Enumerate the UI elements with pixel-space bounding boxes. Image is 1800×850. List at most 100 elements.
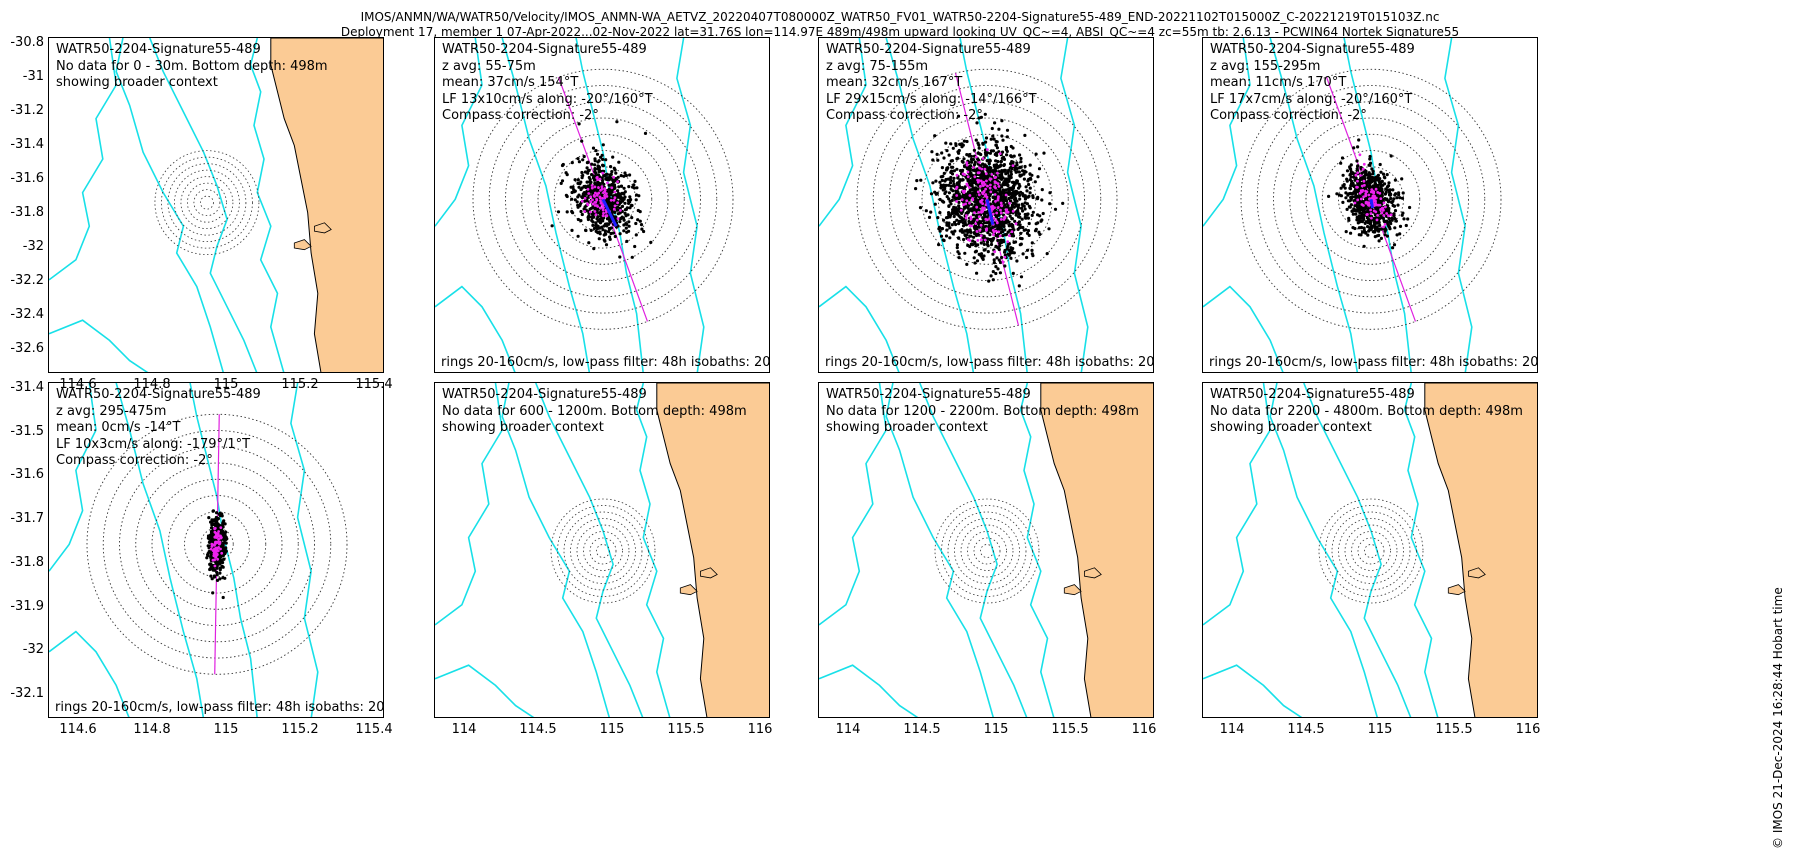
lowpass-point	[998, 152, 1002, 155]
scatter-point	[634, 198, 638, 202]
annotation-line: No data for 2200 - 4800m. Bottom depth: …	[1210, 403, 1523, 419]
scatter-point	[950, 223, 954, 227]
scatter-point	[947, 197, 951, 201]
scatter-point	[1018, 153, 1022, 157]
y-tick-label: -31.5	[10, 423, 44, 439]
lowpass-point	[1376, 214, 1379, 217]
range-ring-60cms	[167, 495, 267, 594]
scatter-point	[601, 228, 605, 232]
lowpass-point	[1361, 167, 1365, 171]
lowpass-point	[984, 217, 988, 221]
scatter-point	[618, 255, 622, 259]
lowpass-point	[979, 184, 982, 188]
isobath-4	[435, 383, 504, 626]
scatter-point	[1006, 191, 1010, 195]
lowpass-point	[980, 167, 984, 171]
scatter-point	[623, 171, 627, 175]
scatter-point	[984, 140, 988, 144]
lowpass-point	[1005, 211, 1008, 214]
scatter-point	[1398, 224, 1403, 228]
scatter-point	[592, 247, 596, 251]
lowpass-point	[589, 195, 593, 199]
scatter-point	[625, 230, 629, 234]
scatter-point	[618, 200, 622, 204]
range-ring-3	[187, 182, 227, 223]
scatter-point	[609, 165, 613, 169]
scatter-point	[956, 176, 960, 180]
scatter-point	[212, 575, 217, 579]
scatter-point	[1009, 144, 1013, 149]
scatter-point	[593, 159, 597, 163]
scatter-point	[597, 237, 601, 241]
scatter-point	[976, 151, 980, 155]
lowpass-point	[986, 184, 989, 188]
lowpass-point	[976, 180, 980, 184]
scatter-point	[1047, 227, 1051, 231]
scatter-point	[619, 174, 623, 178]
lowpass-point	[1387, 214, 1390, 218]
isobath-3	[1203, 38, 1251, 227]
scatter-point	[1373, 179, 1377, 183]
scatter-point	[579, 180, 583, 184]
panel-annotation: WATR50-2204-Signature55-489 No data for 0…	[56, 42, 328, 92]
scatter-point	[1351, 212, 1355, 216]
lowpass-point	[218, 540, 222, 544]
lowpass-point	[613, 190, 617, 194]
scatter-point	[610, 170, 614, 174]
lowpass-point	[1001, 260, 1005, 264]
lowpass-point	[974, 155, 978, 159]
scatter-point	[1021, 209, 1025, 213]
range-ring-3	[583, 531, 623, 571]
scatter-point	[1012, 183, 1016, 187]
range-ring-80cms	[921, 133, 1053, 265]
lowpass-point	[959, 208, 963, 212]
scatter-point	[1011, 160, 1015, 164]
scatter-point	[984, 210, 988, 214]
scatter-point	[975, 271, 979, 275]
scatter-point	[957, 256, 961, 260]
scatter-point	[956, 114, 961, 118]
scatter-point	[1011, 234, 1016, 238]
scatter-point	[987, 279, 991, 283]
scatter-point	[949, 184, 953, 188]
scatter-point	[939, 183, 943, 187]
scatter-point	[642, 229, 646, 234]
lowpass-point	[979, 234, 983, 238]
scatter-point	[1007, 242, 1011, 246]
scatter-point	[999, 160, 1003, 164]
scatter-point	[1339, 186, 1343, 190]
scatter-point	[1010, 224, 1014, 228]
lowpass-point	[1358, 153, 1362, 157]
lowpass-point	[219, 534, 222, 538]
lowpass-point	[211, 558, 215, 562]
scatter-point	[1023, 197, 1027, 201]
lowpass-point	[599, 199, 602, 203]
scatter-point	[1005, 153, 1009, 157]
scatter-point	[960, 228, 964, 232]
annotation-line: showing broader context	[1210, 420, 1372, 436]
lowpass-point	[593, 204, 597, 207]
scatter-point	[1348, 191, 1352, 196]
scatter-point	[956, 250, 960, 254]
scatter-point	[995, 214, 999, 218]
isobath-5	[435, 664, 535, 717]
scatter-point	[602, 216, 606, 220]
scatter-point	[969, 157, 973, 162]
y-tick-label: -32	[22, 642, 44, 658]
scatter-point	[1401, 191, 1405, 195]
scatter-point	[215, 524, 220, 528]
scatter-point	[1368, 177, 1372, 181]
scatter-point	[975, 121, 979, 125]
annotation-line: LF 13x10cm/s along: -20°/160°T	[442, 91, 653, 107]
scatter-point	[601, 163, 605, 167]
y-tick-label: -32.1	[10, 686, 44, 701]
scatter-point	[1006, 230, 1010, 234]
scatter-point	[1048, 202, 1052, 206]
y-tick-label: -31.7	[10, 511, 44, 527]
lowpass-point	[601, 204, 604, 207]
range-ring-120cms	[889, 101, 1085, 298]
scatter-point	[209, 562, 213, 566]
scatter-point	[580, 176, 584, 180]
scatter-point	[955, 157, 959, 161]
lowpass-point	[999, 218, 1003, 221]
